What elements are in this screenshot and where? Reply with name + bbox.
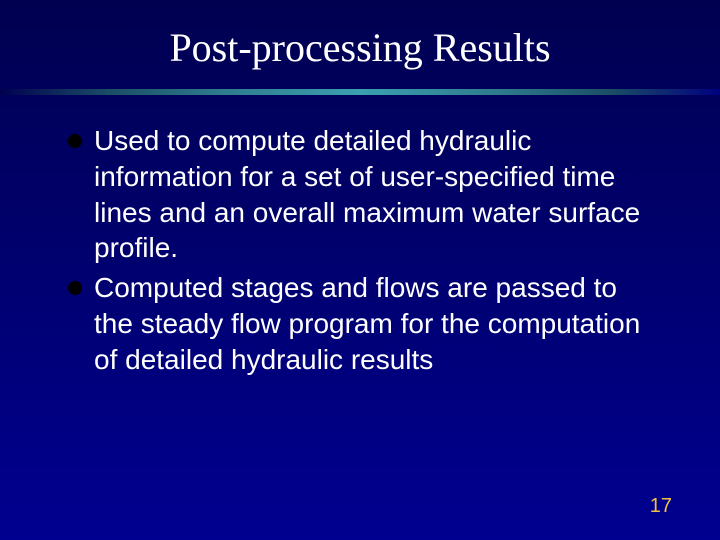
slide-title: Post-processing Results [0, 24, 720, 71]
slide: Post-processing Results Used to compute … [0, 0, 720, 540]
bullet-item: Computed stages and flows are passed to … [68, 270, 660, 377]
page-number: 17 [650, 495, 672, 518]
bullet-text: Computed stages and flows are passed to … [94, 270, 660, 377]
bullet-marker-icon [68, 281, 82, 295]
bullet-marker-icon [68, 134, 82, 148]
content-area: Used to compute detailed hydraulic infor… [0, 123, 720, 378]
bullet-item: Used to compute detailed hydraulic infor… [68, 123, 660, 266]
bullet-text: Used to compute detailed hydraulic infor… [94, 123, 660, 266]
divider-bar [0, 89, 720, 95]
title-area: Post-processing Results [0, 0, 720, 89]
